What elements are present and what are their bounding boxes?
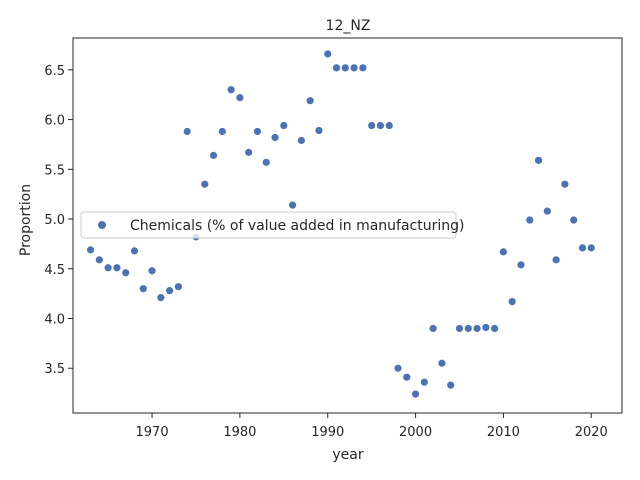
- data-point: [148, 267, 156, 275]
- data-point: [95, 256, 103, 264]
- data-point: [280, 121, 288, 130]
- data-point: [438, 359, 446, 367]
- data-point: [359, 64, 367, 72]
- data-point: [491, 324, 499, 333]
- data-point: [174, 283, 183, 291]
- data-point: [368, 121, 376, 130]
- data-point: [578, 244, 587, 252]
- data-point: [561, 180, 569, 188]
- data-point: [570, 216, 578, 224]
- data-point: [157, 294, 165, 302]
- data-point: [166, 287, 174, 295]
- data-point: [324, 50, 332, 58]
- chart-title: 12_NZ: [326, 18, 371, 34]
- data-point: [253, 127, 262, 136]
- data-point: [508, 297, 516, 306]
- data-point: [429, 324, 437, 333]
- data-point: [403, 373, 411, 381]
- y-tick-label: 6.0: [44, 114, 65, 129]
- legend-label: Chemicals (% of value added in manufactu…: [130, 218, 464, 234]
- data-point: [130, 247, 139, 255]
- data-point: [86, 246, 95, 254]
- x-tick-label: 1990: [311, 425, 344, 440]
- data-point: [139, 285, 147, 293]
- x-tick-label: 2020: [575, 425, 608, 440]
- data-point: [122, 269, 130, 277]
- data-point: [385, 121, 393, 130]
- y-tick-label: 5.0: [44, 213, 65, 228]
- data-point: [447, 381, 455, 389]
- y-tick-label: 5.5: [44, 163, 65, 178]
- data-point: [376, 121, 385, 130]
- legend-marker: [98, 221, 106, 229]
- y-axis-label: Proportion: [18, 184, 34, 256]
- x-tick-label: 2010: [487, 425, 520, 440]
- data-point: [332, 64, 341, 72]
- y-tick-label: 4.0: [44, 313, 65, 328]
- data-point: [526, 216, 534, 224]
- data-point: [482, 323, 490, 332]
- data-point: [209, 151, 218, 159]
- legend-box: [80, 211, 457, 239]
- data-point: [262, 158, 270, 166]
- data-point: [473, 324, 481, 333]
- data-point: [499, 248, 508, 256]
- data-point: [218, 127, 226, 136]
- data-point: [306, 97, 314, 105]
- data-point: [236, 94, 244, 102]
- data-point: [297, 136, 305, 145]
- data-point: [104, 264, 112, 272]
- data-point: [534, 156, 543, 164]
- data-point: [411, 390, 420, 398]
- data-point: [455, 324, 464, 333]
- data-point: [464, 324, 472, 333]
- data-point: [245, 148, 253, 156]
- legend: Chemicals (% of value added in manufactu…: [80, 211, 464, 239]
- data-point: [517, 261, 525, 269]
- data-point: [183, 127, 191, 136]
- data-point: [587, 244, 595, 252]
- y-tick-label: 3.5: [44, 362, 65, 377]
- x-tick-label: 2000: [399, 425, 432, 440]
- x-axis-label: year: [332, 447, 363, 463]
- data-point: [420, 378, 428, 386]
- x-tick-label: 1980: [223, 425, 256, 440]
- data-point: [341, 64, 349, 72]
- y-tick-label: 4.5: [44, 263, 65, 278]
- data-point: [543, 207, 551, 215]
- data-point: [552, 256, 560, 264]
- data-point: [289, 201, 297, 209]
- data-point: [394, 364, 402, 372]
- x-tick-label: 1970: [136, 425, 169, 440]
- y-tick-label: 6.5: [44, 64, 65, 79]
- plot-frame: [72, 37, 623, 414]
- data-point: [113, 264, 121, 272]
- data-point: [315, 126, 323, 135]
- data-point: [201, 180, 209, 188]
- data-point: [271, 133, 279, 142]
- data-point: [350, 64, 358, 72]
- data-point: [227, 86, 235, 94]
